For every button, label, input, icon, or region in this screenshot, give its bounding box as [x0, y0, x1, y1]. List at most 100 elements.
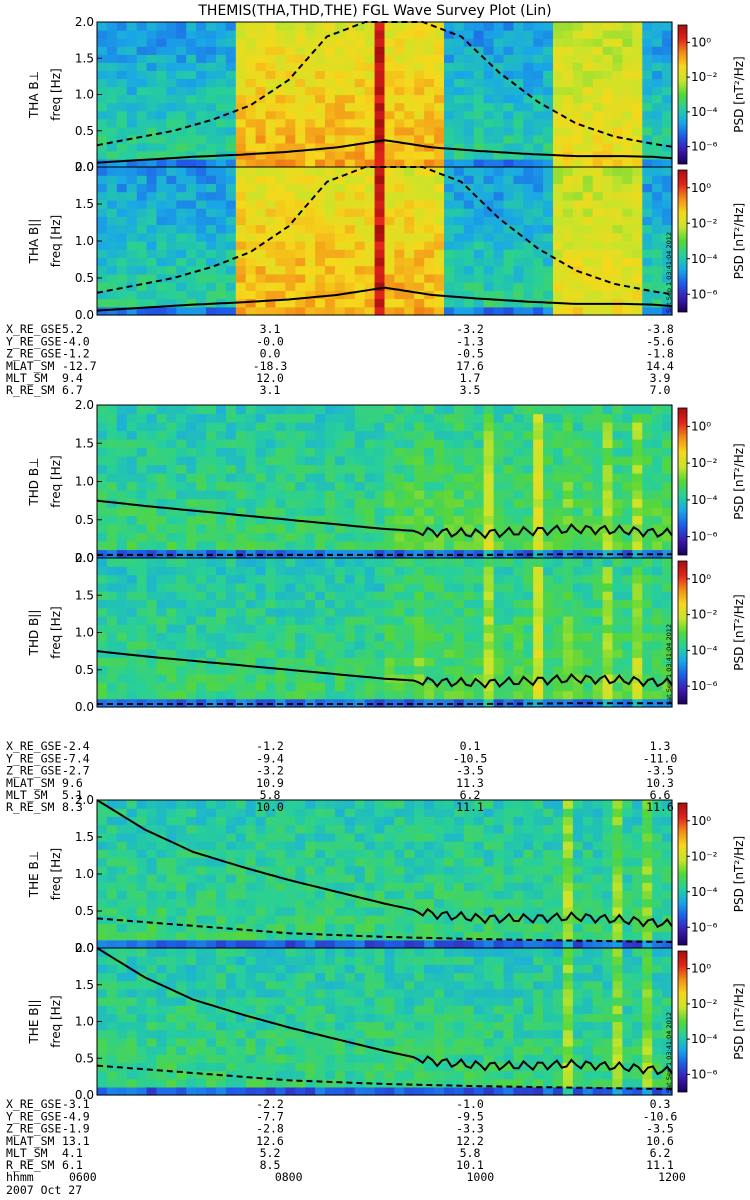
spectrogram-cell: [483, 78, 495, 88]
spectrogram-cell: [543, 582, 554, 592]
spectrogram-cell: [424, 70, 435, 79]
spectrogram-cell: [285, 939, 296, 949]
spectrogram-cell: [166, 939, 177, 949]
spectrogram-cell: [235, 566, 247, 576]
spectrogram-cell: [106, 632, 118, 642]
spectrogram-cell: [136, 824, 148, 834]
spectrogram-cell: [473, 78, 485, 88]
spectrogram-cell: [285, 615, 296, 625]
spectrogram-cell: [126, 824, 138, 834]
spectrogram-cell: [394, 38, 405, 47]
spectrogram: [97, 800, 673, 949]
spectrogram-cell: [285, 682, 296, 692]
spectrogram-cell: [384, 507, 395, 517]
spectrogram-cell: [414, 865, 425, 875]
spectrogram-cell: [156, 582, 167, 592]
spectrogram-cell: [612, 413, 623, 423]
spectrogram-cell: [235, 306, 247, 316]
spectrogram-cell: [444, 298, 455, 308]
spectrogram-cell: [116, 134, 128, 144]
spectrogram-cell: [453, 405, 465, 415]
spectrogram-cell: [622, 183, 633, 193]
spectrogram-cell: [444, 857, 455, 867]
spectrogram-cell: [325, 54, 336, 63]
spectrogram-cell: [434, 890, 445, 900]
spectrogram-cell: [196, 599, 207, 609]
spectrogram-cell: [97, 857, 108, 867]
spectrogram-cell: [176, 566, 187, 576]
spectrogram-cell: [374, 22, 386, 31]
spectrogram-cell: [255, 191, 267, 201]
spectrogram-cell: [116, 632, 128, 642]
spectrogram-cell: [156, 558, 167, 567]
spectrogram-cell: [116, 939, 128, 949]
spectrogram-cell: [513, 532, 524, 542]
spectrogram-cell: [196, 682, 207, 692]
spectrogram-cell: [473, 282, 485, 291]
spectrogram-cell: [315, 541, 326, 551]
spectrogram-cell: [434, 649, 445, 658]
spectrogram-cell: [305, 306, 316, 316]
spectrogram-cell: [503, 249, 514, 258]
spectrogram-cell: [206, 167, 217, 176]
spectrogram-cell: [126, 931, 138, 941]
spectrogram-cell: [553, 216, 564, 226]
spectrogram-cell: [562, 232, 574, 242]
spectrogram-cell: [285, 142, 296, 152]
spectrogram-cell: [572, 126, 584, 136]
spectrogram-cell: [612, 208, 623, 217]
spectrogram-cell: [146, 649, 158, 658]
spectrogram-cell: [97, 142, 108, 152]
spectrogram-cell: [206, 816, 217, 826]
spectrogram-cell: [295, 800, 306, 809]
spectrogram-cell: [156, 456, 167, 466]
spectrogram-cell: [364, 690, 376, 700]
spectrogram-cell: [533, 142, 544, 152]
spectrogram-cell: [216, 615, 227, 625]
spectrogram-cell: [543, 282, 554, 291]
spectrogram-cell: [622, 94, 633, 104]
spectrogram-cell: [513, 298, 524, 308]
spectrogram-cell: [513, 430, 524, 440]
spectrogram-cell: [354, 800, 366, 809]
spectrogram-cell: [424, 216, 435, 226]
spectrogram-cell: [434, 199, 445, 209]
spectrogram-cell: [424, 890, 435, 900]
spectrogram-cell: [602, 224, 614, 234]
spectrogram-cell: [255, 447, 267, 457]
spectrogram-cell: [106, 405, 118, 415]
spectrogram-cell: [493, 232, 505, 242]
spectrogram-cell: [344, 439, 356, 449]
spectrogram-cell: [374, 126, 386, 136]
spectrogram-cell: [116, 422, 128, 432]
spectrogram-cell: [354, 241, 366, 250]
spectrogram-cell: [533, 541, 544, 551]
spectrogram-cell: [592, 241, 604, 250]
spectrogram-cell: [434, 447, 445, 457]
spectrogram-cell: [216, 541, 227, 551]
spectrogram-cell: [295, 816, 306, 826]
spectrogram-cell: [543, 524, 554, 534]
spectrogram-cell: [245, 824, 257, 834]
spectrogram-cell: [582, 507, 594, 517]
spectrogram-cell: [354, 874, 366, 883]
spectrogram-cell: [295, 890, 306, 900]
spectrogram-cell: [493, 94, 505, 104]
spectrogram-cell: [394, 890, 405, 900]
spectrogram-cell: [206, 473, 217, 483]
spectrogram-cell: [116, 257, 128, 267]
spectrogram-cell: [473, 405, 485, 415]
spectrogram-cell: [513, 38, 524, 47]
spectrogram-cell: [652, 558, 663, 567]
spectrogram-cell: [513, 657, 524, 667]
spectrogram-cell: [533, 216, 544, 226]
spectrogram-cell: [235, 265, 247, 275]
spectrogram-cell: [533, 665, 544, 675]
spectrogram-cell: [632, 282, 643, 291]
spectrogram-cell: [146, 94, 158, 104]
spectrogram-cell: [146, 464, 158, 474]
spectrogram-cell: [374, 832, 386, 842]
spectrogram-cell: [196, 86, 207, 96]
spectrogram-cell: [225, 224, 237, 234]
spectrogram-cell: [632, 46, 643, 55]
